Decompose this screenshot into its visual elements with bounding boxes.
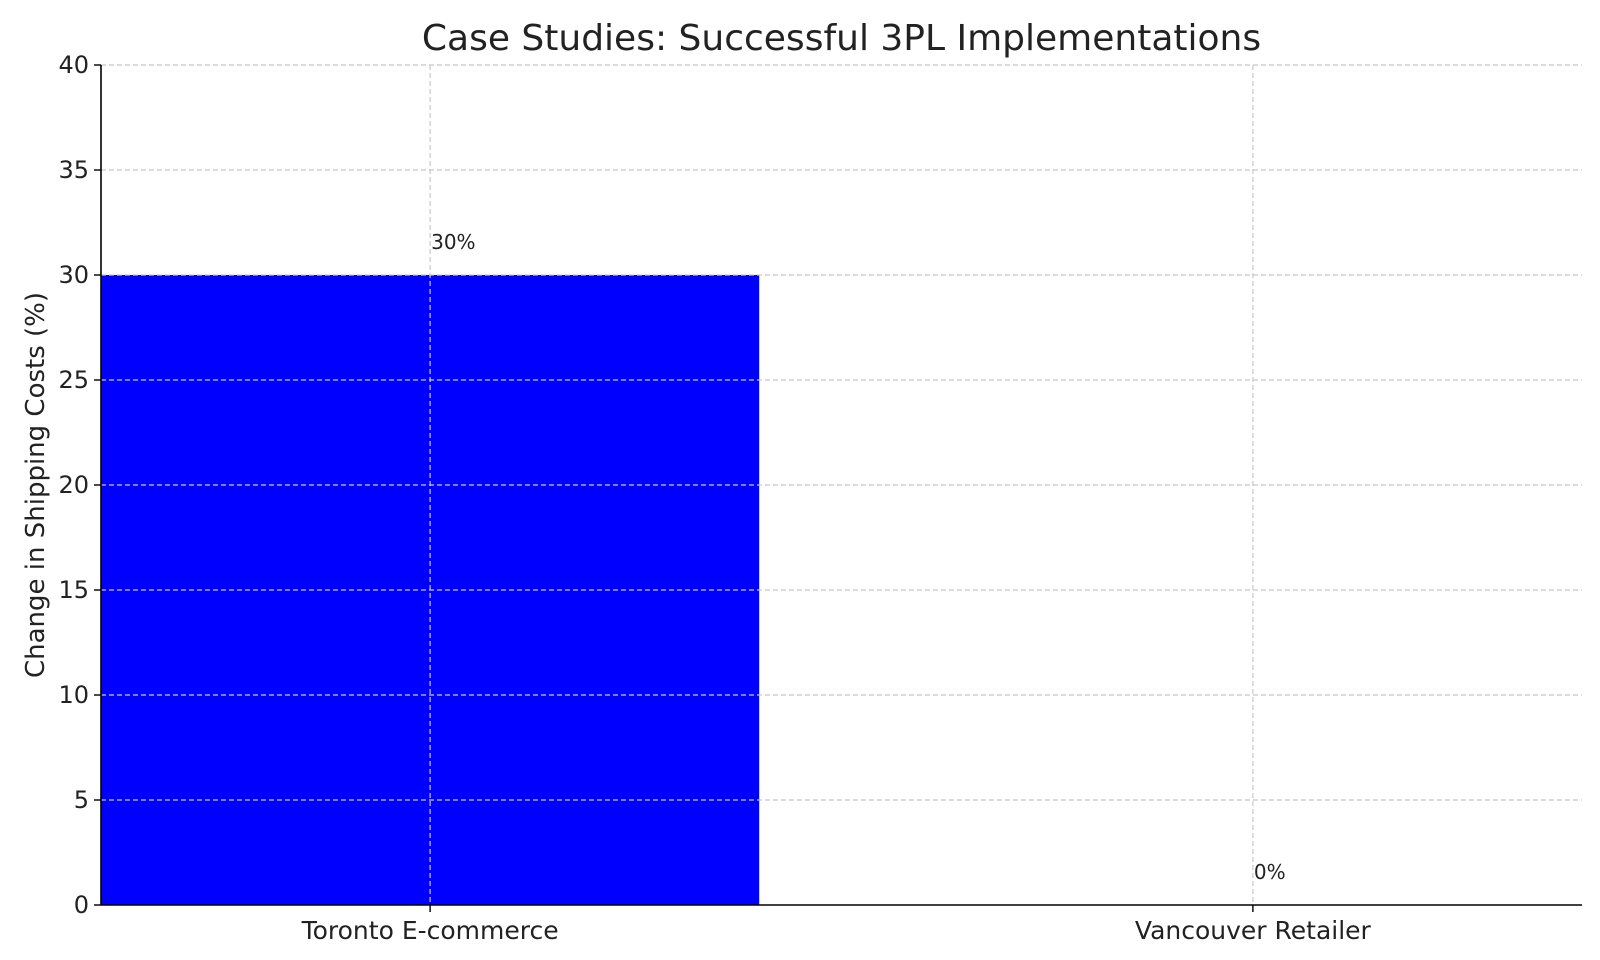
x-tick-label: Vancouver Retailer bbox=[1135, 916, 1372, 945]
y-axis-label: Change in Shipping Costs (%) bbox=[21, 292, 51, 678]
x-tick-label: Toronto E-commerce bbox=[301, 916, 559, 945]
y-tick-label: 20 bbox=[58, 471, 89, 499]
y-ticks: 0 5 10 15 20 25 30 35 40 bbox=[58, 51, 101, 919]
x-ticks: Toronto E-commerce Vancouver Retailer bbox=[301, 905, 1372, 945]
y-tick-label: 10 bbox=[58, 681, 89, 709]
y-tick-label: 30 bbox=[58, 261, 89, 289]
data-label: 30% bbox=[431, 230, 475, 254]
chart-title: Case Studies: Successful 3PL Implementat… bbox=[422, 18, 1261, 59]
y-tick-label: 0 bbox=[74, 891, 89, 919]
y-tick-label: 5 bbox=[74, 786, 89, 814]
y-tick-label: 40 bbox=[58, 51, 89, 79]
data-labels: 30% 0% bbox=[431, 230, 1286, 884]
grid bbox=[101, 64, 1582, 905]
y-tick-label: 25 bbox=[58, 366, 89, 394]
data-label: 0% bbox=[1254, 860, 1286, 884]
y-tick-label: 35 bbox=[58, 156, 89, 184]
y-tick-label: 15 bbox=[58, 576, 89, 604]
